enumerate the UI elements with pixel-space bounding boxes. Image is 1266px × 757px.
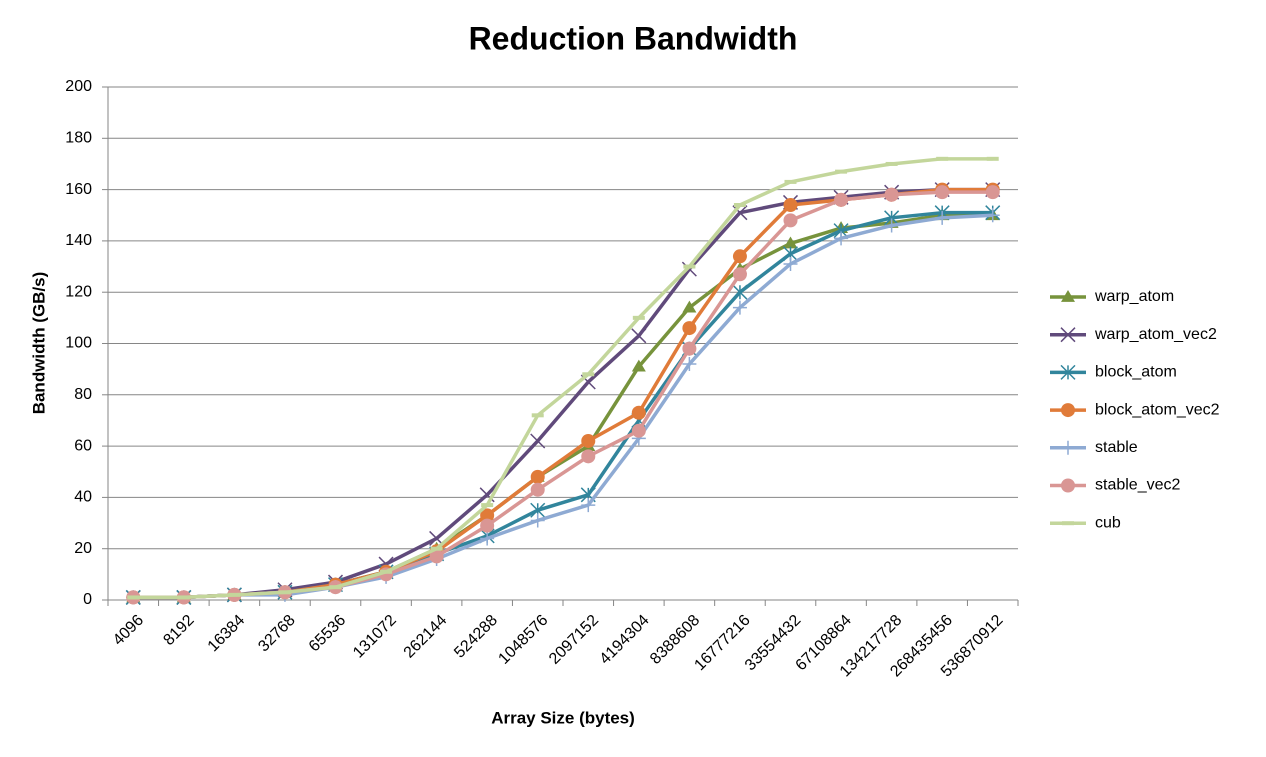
y-tick-label: 60 — [74, 437, 92, 454]
y-tick-label: 0 — [83, 591, 92, 608]
legend-label: stable — [1095, 439, 1138, 456]
marker — [631, 328, 647, 344]
marker — [783, 197, 798, 212]
x-tick-label: 16384 — [205, 612, 249, 656]
marker — [884, 218, 899, 233]
marker — [530, 469, 545, 484]
marker — [480, 518, 495, 533]
marker — [1060, 327, 1076, 343]
y-tick-label: 120 — [65, 283, 92, 300]
marker — [783, 236, 798, 249]
marker — [581, 433, 596, 448]
y-tick-label: 100 — [65, 335, 92, 352]
legend-label: stable_vec2 — [1095, 477, 1180, 494]
x-tick-label: 4194304 — [597, 612, 653, 668]
x-tick-label: 2097152 — [546, 612, 602, 668]
legend-label: block_atom — [1095, 364, 1177, 381]
marker — [1061, 478, 1075, 493]
y-axis-title: Bandwidth (GB/s) — [29, 272, 48, 415]
y-tick-label: 80 — [74, 386, 92, 403]
marker — [681, 261, 697, 277]
marker — [530, 482, 545, 497]
marker — [480, 508, 495, 523]
marker — [732, 249, 747, 264]
series-line — [133, 213, 993, 600]
series-line — [133, 213, 993, 600]
marker — [1060, 364, 1076, 380]
marker — [834, 231, 849, 246]
marker — [480, 531, 495, 546]
marker — [682, 321, 697, 336]
marker — [935, 210, 950, 225]
x-tick-label: 8192 — [160, 612, 197, 649]
marker — [985, 208, 1000, 223]
marker — [732, 300, 747, 315]
x-tick-label: 32768 — [255, 612, 299, 656]
x-tick-label: 131072 — [350, 612, 400, 662]
marker — [834, 192, 849, 207]
y-tick-label: 140 — [65, 232, 92, 249]
marker — [581, 449, 596, 464]
y-tick-label: 20 — [74, 540, 92, 557]
marker — [581, 498, 596, 513]
x-tick-label: 262144 — [401, 612, 451, 662]
marker — [1061, 403, 1075, 418]
marker — [682, 341, 697, 356]
marker — [732, 284, 748, 300]
x-axis-title: Array Size (bytes) — [491, 708, 635, 727]
y-tick-label: 40 — [74, 489, 92, 506]
marker — [631, 405, 646, 420]
series-line — [133, 157, 993, 600]
marker — [682, 357, 697, 372]
x-tick-label: 524288 — [451, 612, 501, 662]
chart-title: Reduction Bandwidth — [469, 20, 798, 56]
y-tick-label: 200 — [65, 78, 92, 95]
marker — [530, 433, 546, 449]
x-tick-label: 1048576 — [495, 612, 551, 668]
legend-label: block_atom_vec2 — [1095, 401, 1220, 418]
marker — [935, 185, 950, 200]
marker — [631, 359, 646, 372]
y-tick-label: 180 — [65, 130, 92, 147]
marker — [631, 423, 646, 438]
y-tick-label: 160 — [65, 181, 92, 198]
legend-label: warp_atom — [1094, 288, 1174, 305]
marker — [682, 300, 697, 313]
marker — [429, 549, 444, 564]
marker — [985, 185, 1000, 200]
marker — [783, 213, 798, 228]
marker — [783, 256, 798, 271]
series-line — [133, 187, 993, 600]
legend-label: warp_atom_vec2 — [1094, 326, 1217, 343]
marker — [530, 513, 545, 528]
legend-label: cub — [1095, 514, 1121, 531]
x-tick-label: 4096 — [110, 612, 147, 649]
marker — [1061, 440, 1075, 455]
marker — [1061, 290, 1075, 302]
marker — [884, 187, 899, 202]
x-tick-label: 65536 — [306, 612, 350, 656]
series-line — [133, 210, 993, 600]
marker — [732, 267, 747, 282]
